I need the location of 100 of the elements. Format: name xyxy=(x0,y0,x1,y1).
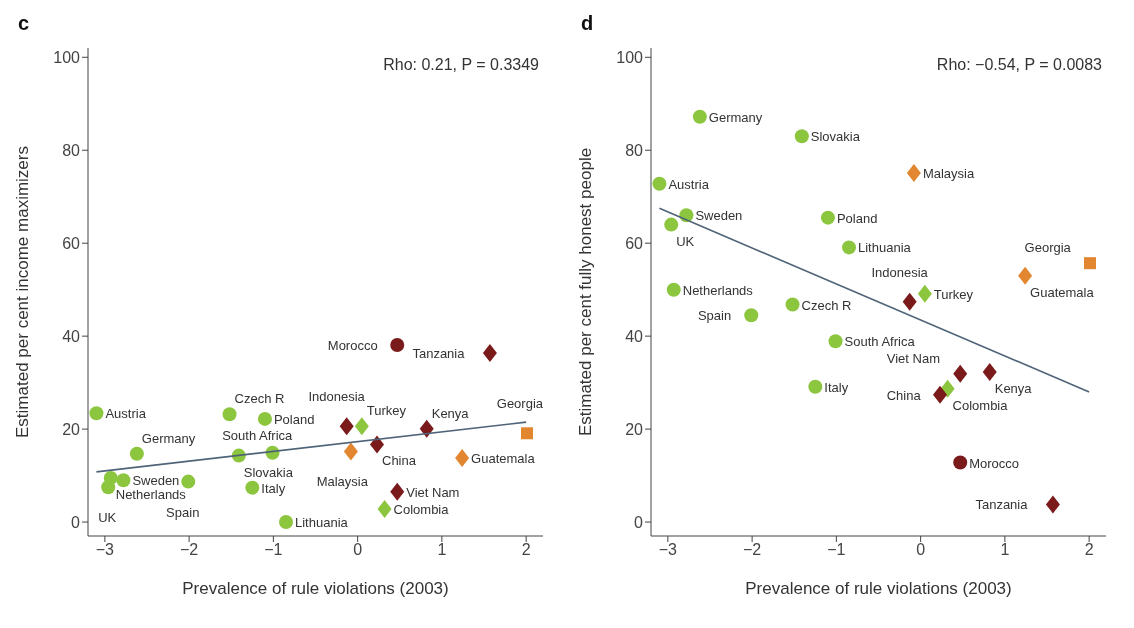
y-tick-label: 60 xyxy=(62,234,81,252)
annotation: Guatemala xyxy=(471,450,536,466)
annotation: Spain xyxy=(697,308,732,324)
x-tick-label: −2 xyxy=(742,541,762,559)
annotation: Slovakia xyxy=(810,129,861,145)
annotation: UK xyxy=(676,233,695,249)
x-tick-label: 0 xyxy=(916,541,926,559)
point xyxy=(343,442,358,461)
point xyxy=(666,282,681,297)
x-tick-label: 2 xyxy=(1084,541,1094,559)
point xyxy=(917,284,932,303)
annotation: Poland xyxy=(836,210,878,226)
point xyxy=(257,411,272,426)
chart-title: d xyxy=(581,12,594,34)
y-tick-label: 20 xyxy=(62,420,81,438)
annotation: Poland xyxy=(273,411,315,427)
annotation: Morocco xyxy=(969,455,1020,471)
annotation: Tanzania xyxy=(975,497,1029,513)
point xyxy=(664,217,679,232)
x-tick-label: −3 xyxy=(95,541,115,559)
y-tick-label: 0 xyxy=(71,513,81,531)
annotation: Turkey xyxy=(933,286,974,302)
annotation: Sweden xyxy=(132,473,180,489)
x-tick-label: 2 xyxy=(521,541,531,559)
annotation: Viet Nam xyxy=(886,350,940,366)
point xyxy=(692,109,707,124)
point xyxy=(828,334,843,349)
point xyxy=(953,455,968,470)
point xyxy=(419,419,434,438)
y-tick-label: 40 xyxy=(625,327,644,345)
y-axis-title: Estimated per cent fully honest people xyxy=(576,147,596,437)
annotation: UK xyxy=(98,510,117,526)
point xyxy=(652,176,667,191)
annotation: Guatemala xyxy=(1030,284,1095,300)
annotation: Lithuania xyxy=(295,515,349,531)
point xyxy=(1018,266,1033,285)
y-tick-label: 0 xyxy=(634,513,644,531)
point xyxy=(482,343,497,362)
annotation: Italy xyxy=(824,379,849,395)
point xyxy=(1083,257,1096,270)
y-axis-title: Estimated per cent income maximizers xyxy=(13,146,33,438)
x-tick-label: 0 xyxy=(353,541,363,559)
point xyxy=(982,362,997,381)
point xyxy=(377,500,392,519)
annotation: South Africa xyxy=(222,427,294,443)
annotation: Italy xyxy=(261,480,286,496)
point xyxy=(354,417,369,436)
annotation: Germany xyxy=(708,109,763,125)
annotation: Slovakia xyxy=(243,464,294,480)
y-tick-label: 100 xyxy=(53,48,81,66)
x-tick-label: −1 xyxy=(827,541,846,559)
x-axis-title: Prevalence of rule violations (2003) xyxy=(182,579,449,598)
point xyxy=(455,448,470,467)
point xyxy=(129,446,144,461)
y-tick-label: 100 xyxy=(616,48,644,66)
point xyxy=(953,364,968,383)
point xyxy=(390,482,405,501)
annotation: Kenya xyxy=(431,405,470,421)
point xyxy=(390,337,405,352)
annotation: Georgia xyxy=(496,396,544,412)
point xyxy=(906,164,921,183)
annotation: Austria xyxy=(105,406,147,422)
annotation: Indonesia xyxy=(308,389,366,405)
x-tick-label: −3 xyxy=(658,541,678,559)
point xyxy=(181,474,196,489)
annotation: Rho: −0.54, P = 0.0083 xyxy=(936,56,1103,73)
point xyxy=(785,297,800,312)
annotation: Indonesia xyxy=(871,264,929,280)
point xyxy=(279,515,294,530)
annotation: Austria xyxy=(668,176,710,192)
point xyxy=(744,308,759,323)
point xyxy=(89,406,104,421)
x-axis-title: Prevalence of rule violations (2003) xyxy=(745,579,1012,598)
x-tick-label: 1 xyxy=(437,541,447,559)
chart-title: c xyxy=(18,12,30,34)
annotation: Czech R xyxy=(234,391,285,407)
x-tick-label: −1 xyxy=(264,541,283,559)
point xyxy=(933,385,948,404)
annotation: Malaysia xyxy=(922,166,975,182)
point xyxy=(520,427,533,440)
y-tick-label: 80 xyxy=(625,141,644,159)
point xyxy=(902,292,917,311)
x-tick-label: −2 xyxy=(179,541,199,559)
point xyxy=(794,129,809,144)
annotation: China xyxy=(382,453,417,469)
point xyxy=(940,379,955,398)
point xyxy=(222,407,237,422)
annotation: Spain xyxy=(166,504,200,520)
annotation: Lithuania xyxy=(858,240,912,256)
annotation: Viet Nam xyxy=(406,484,460,500)
annotation: Turkey xyxy=(366,403,407,419)
y-tick-label: 80 xyxy=(62,141,81,159)
annotation: South Africa xyxy=(844,334,916,350)
point xyxy=(820,210,835,225)
annotation: China xyxy=(886,387,922,403)
annotation: Morocco xyxy=(327,337,378,353)
annotation: Colombia xyxy=(393,502,450,518)
annotation: Rho: 0.21, P = 0.3349 xyxy=(383,56,540,73)
point xyxy=(808,379,823,394)
annotation: Malaysia xyxy=(316,474,369,490)
